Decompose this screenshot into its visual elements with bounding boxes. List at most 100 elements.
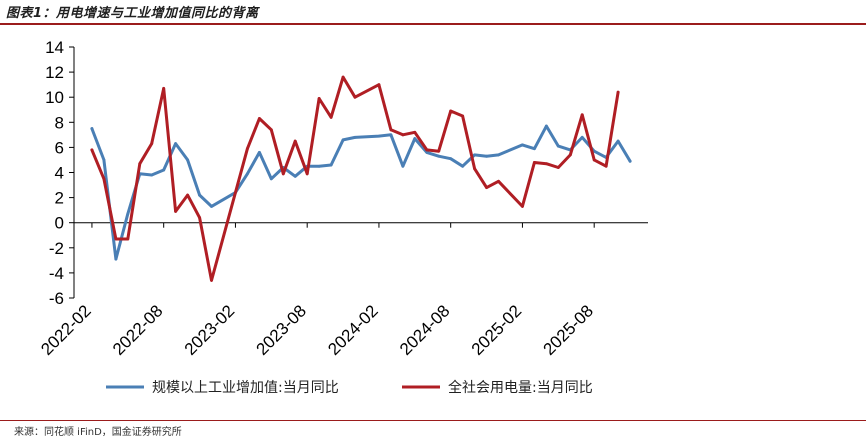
data-point: [174, 210, 178, 213]
data-point: [401, 133, 405, 137]
footer-rule: [0, 420, 866, 421]
data-point: [473, 153, 477, 157]
data-point: [425, 151, 429, 154]
series-line-2: [90, 75, 620, 282]
y-tick-label: -6: [49, 289, 64, 308]
data-point: [389, 128, 393, 132]
y-tick-label: -2: [49, 239, 64, 258]
data-point: [329, 115, 333, 119]
y-tick-label: 14: [45, 38, 64, 57]
data-point: [186, 158, 190, 162]
data-point: [317, 97, 321, 100]
data-point: [162, 87, 166, 90]
data-point: [90, 127, 94, 130]
data-point: [580, 135, 584, 139]
data-point: [544, 162, 548, 166]
title-rule: [0, 23, 866, 25]
data-point: [413, 137, 417, 141]
data-point: [293, 174, 297, 178]
source-note: 来源：同花顺 iFinD，国金证券研究所: [14, 427, 182, 438]
data-point: [198, 193, 201, 197]
data-point: [102, 158, 106, 162]
data-point: [174, 142, 178, 146]
data-point: [281, 172, 285, 176]
data-point: [353, 135, 357, 139]
data-point: [544, 124, 548, 128]
data-point: [114, 257, 118, 261]
data-point: [580, 113, 584, 117]
data-point: [604, 164, 608, 168]
data-point: [485, 186, 488, 189]
data-point: [341, 138, 345, 142]
data-point: [437, 149, 441, 153]
data-point: [425, 148, 429, 152]
data-point: [245, 147, 249, 151]
data-point: [245, 172, 249, 176]
data-point: [90, 148, 94, 152]
y-tick-label: 2: [55, 189, 64, 208]
data-point: [556, 144, 560, 148]
data-point: [449, 157, 453, 161]
data-point: [102, 177, 106, 181]
data-point: [628, 159, 632, 163]
data-point: [532, 161, 536, 164]
data-point: [473, 167, 477, 171]
y-tick-label: 10: [45, 88, 64, 107]
data-point: [413, 130, 417, 134]
x-tick-label: 2025-02: [468, 301, 526, 359]
x-tick-label: 2022-02: [37, 301, 95, 359]
data-point: [497, 179, 500, 183]
data-point: [162, 168, 166, 172]
data-point: [269, 128, 273, 132]
y-tick-label: 4: [55, 164, 64, 183]
y-tick-label: 12: [45, 63, 64, 82]
x-tick-label: 2024-08: [396, 301, 454, 359]
data-point: [257, 117, 261, 120]
data-point: [114, 237, 118, 241]
legend-label: 全社会用电量:当月同比: [448, 379, 593, 396]
figure-title: 图表1：用电增速与工业增加值同比的背离: [6, 6, 259, 21]
chart-series: [90, 75, 632, 282]
data-point: [186, 193, 190, 197]
data-point: [461, 164, 465, 168]
data-point: [269, 177, 273, 181]
x-tick-label: 2024-02: [324, 301, 382, 359]
data-point: [138, 162, 142, 166]
data-point: [377, 83, 381, 87]
data-point: [210, 279, 213, 282]
data-point: [401, 164, 405, 168]
data-point: [293, 139, 297, 143]
chart-legend: 规模以上工业增加值:当月同比 全社会用电量:当月同比: [106, 379, 593, 396]
data-point: [150, 173, 154, 177]
data-point: [532, 147, 536, 151]
x-tick-label: 2023-08: [252, 301, 310, 359]
data-point: [341, 75, 345, 79]
data-point: [521, 143, 524, 147]
data-point: [485, 154, 488, 158]
data-point: [126, 237, 130, 241]
data-point: [616, 90, 620, 94]
data-point: [126, 212, 130, 216]
data-point: [437, 154, 441, 158]
legend-label: 规模以上工业增加值:当月同比: [152, 380, 339, 396]
y-tick-label: 0: [55, 214, 64, 233]
data-point: [353, 95, 357, 99]
x-tick-label: 2022-08: [109, 301, 167, 359]
data-point: [521, 204, 524, 208]
data-point: [150, 142, 154, 146]
data-point: [329, 163, 333, 167]
y-tick-label: 6: [55, 138, 64, 157]
data-point: [461, 114, 465, 118]
x-tick-label: 2025-08: [539, 301, 597, 359]
data-point: [317, 164, 321, 168]
y-tick-label: 8: [55, 113, 64, 132]
data-point: [449, 109, 453, 113]
data-point: [556, 166, 560, 169]
data-point: [616, 139, 620, 143]
data-point: [592, 158, 596, 162]
data-point: [377, 134, 381, 138]
x-tick-label: 2023-02: [181, 301, 239, 359]
data-point: [257, 151, 261, 154]
